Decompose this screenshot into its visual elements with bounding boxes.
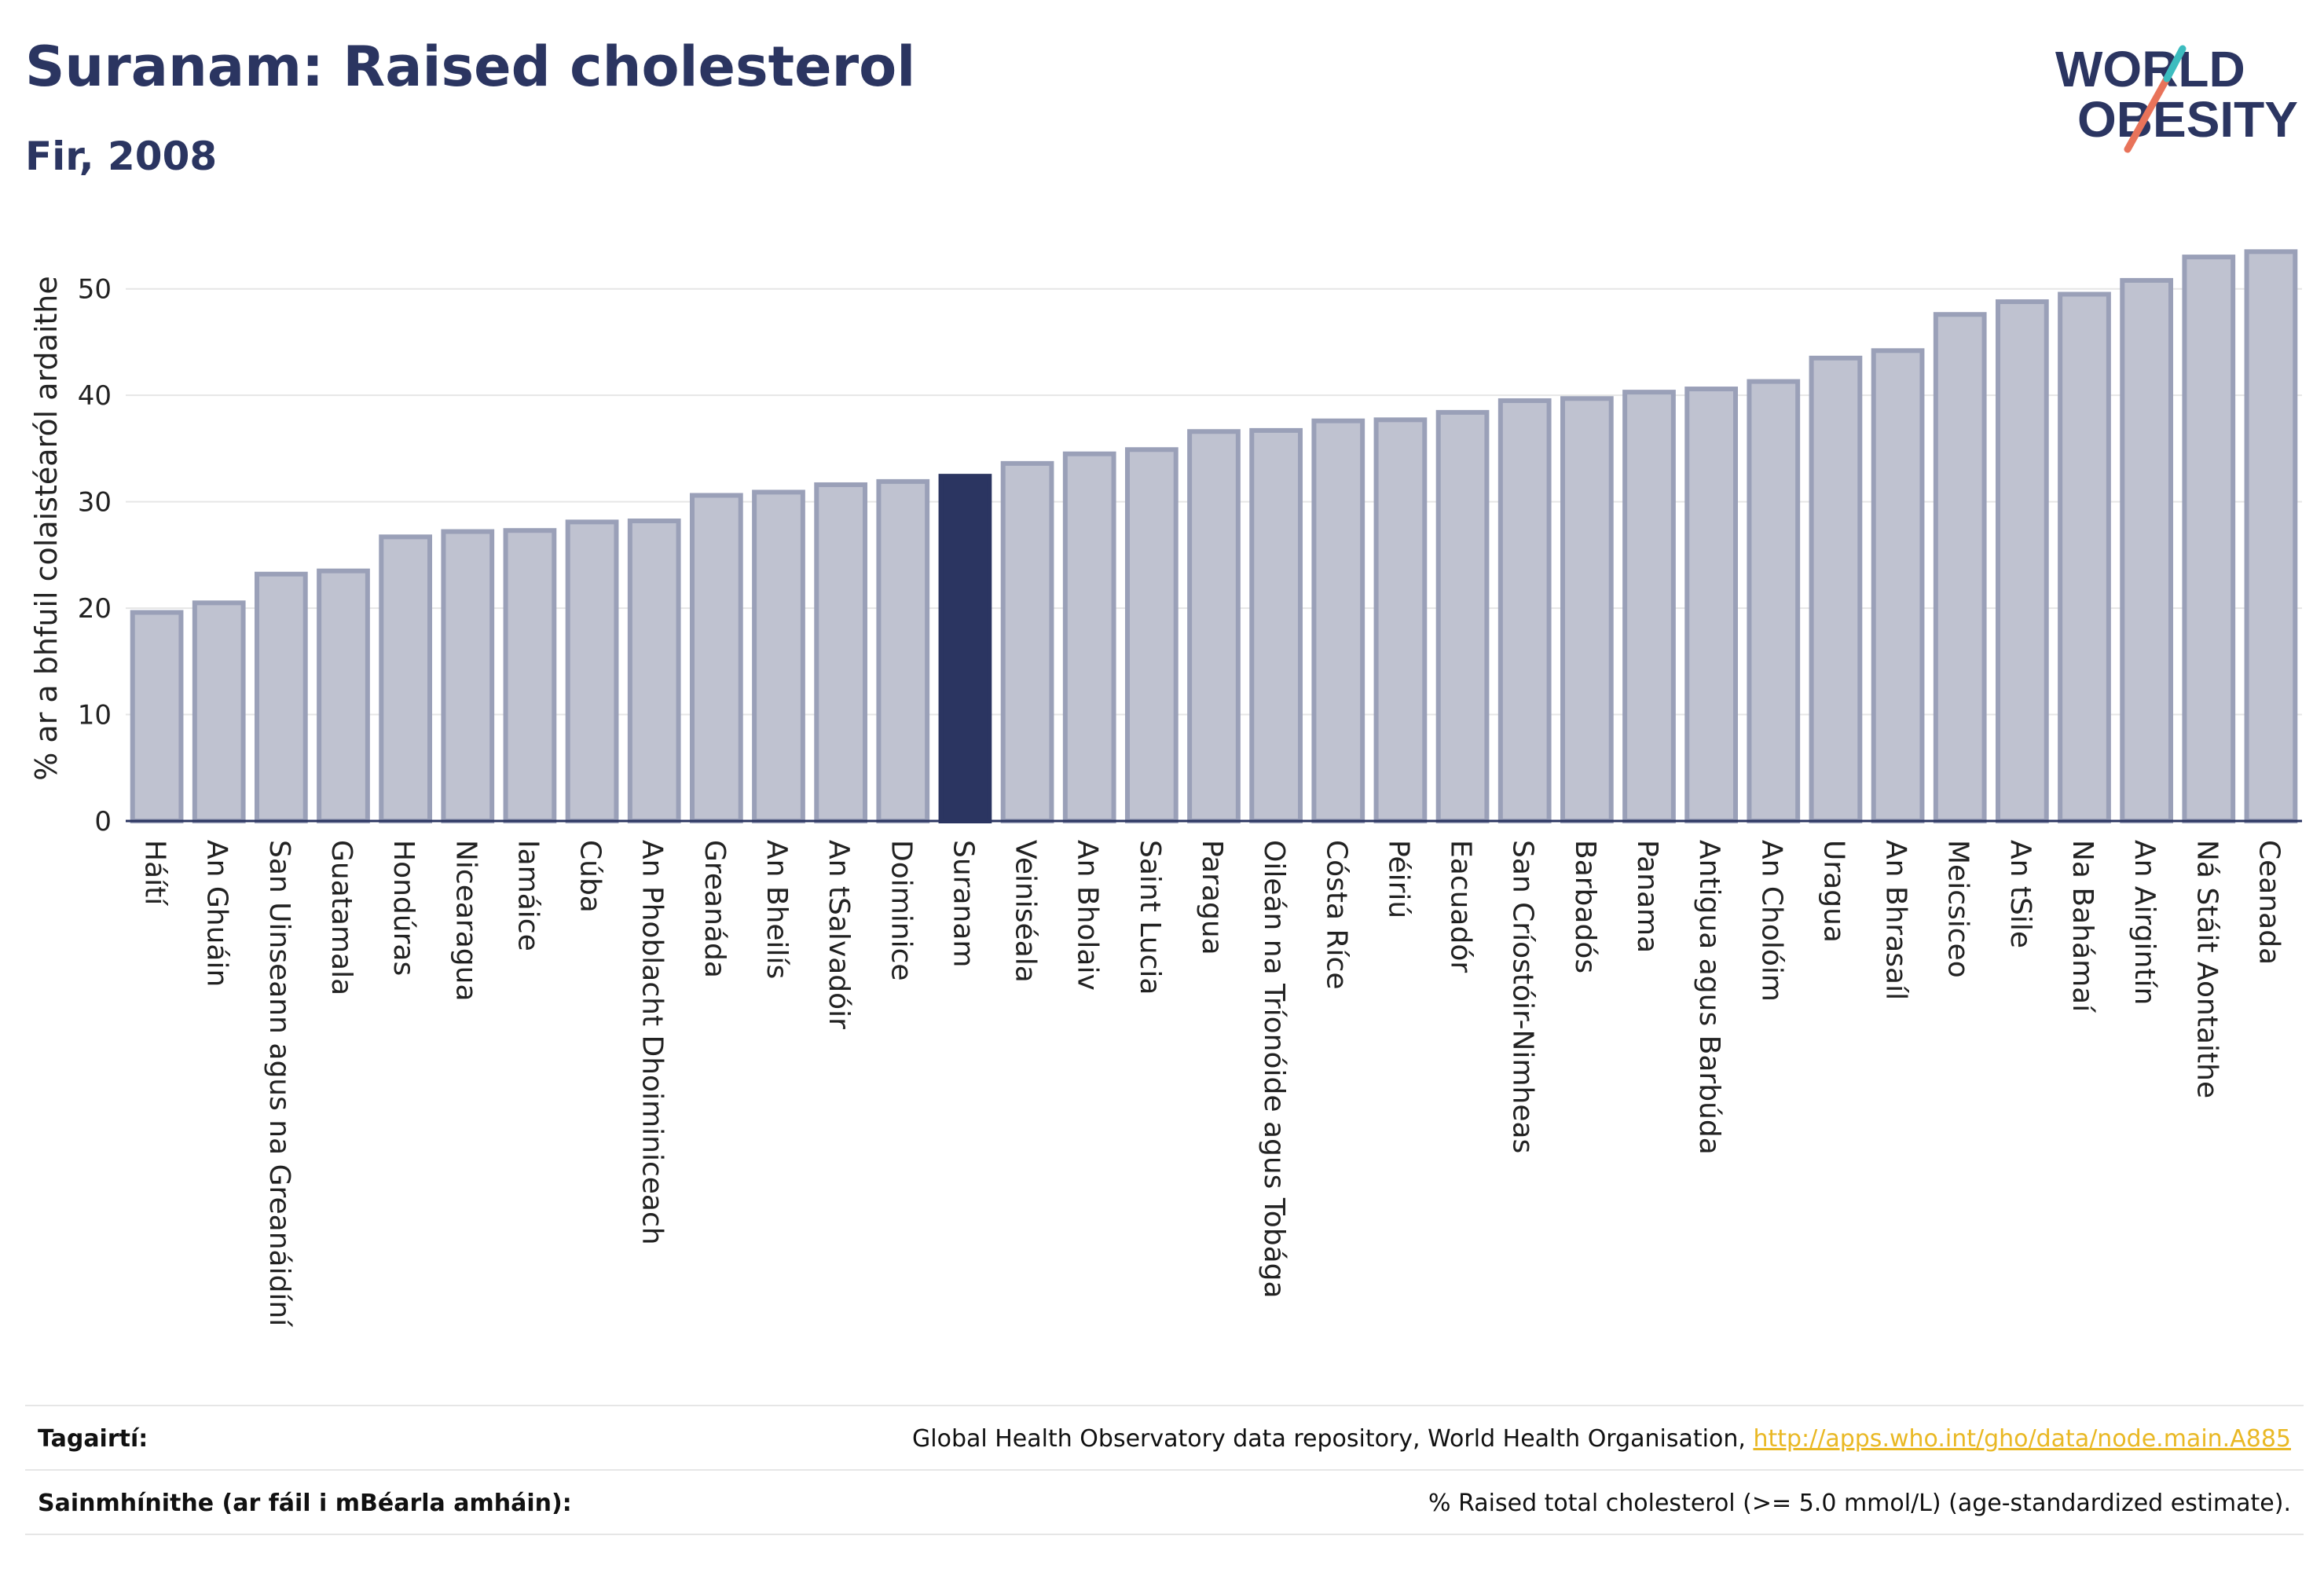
references-row: Tagairtí: Global Health Observatory data… — [25, 1425, 2304, 1457]
bar — [1311, 418, 1365, 823]
x-tick-label: Cúba — [574, 840, 607, 913]
logo-line2: OBESITY — [2077, 91, 2298, 148]
y-axis-label: % ar a bhfuil colaistéaról ardaithe — [29, 276, 64, 781]
bar-highlighted — [938, 474, 992, 823]
x-tick-label: Hondúras — [387, 840, 420, 976]
x-tick-label: An Bheilís — [761, 840, 793, 979]
x-tick-label: Péiriú — [1382, 840, 1414, 918]
y-tick-label: 40 — [78, 380, 112, 412]
chart-title: Suranam: Raised cholesterol — [25, 35, 916, 99]
bar — [379, 534, 433, 823]
bar — [1684, 387, 1739, 823]
bar — [689, 493, 743, 823]
bar — [2244, 249, 2298, 823]
bar — [2058, 291, 2111, 823]
footer-divider — [25, 1405, 2304, 1406]
bar — [192, 600, 246, 823]
bar — [627, 519, 681, 823]
bar-chart: 0 10 20 30 40 50 % ar a bhfuil colaistéaról ar… — [29, 249, 2302, 1327]
bar — [1373, 417, 1428, 823]
bar — [254, 571, 308, 824]
x-tick-label: Doiminice — [885, 840, 917, 981]
logo-line1: WORLD — [2055, 41, 2245, 97]
bar — [1435, 409, 1490, 823]
x-tick-label: Paragua — [1196, 840, 1228, 955]
bar — [1622, 390, 1676, 824]
y-tick-label: 30 — [78, 487, 112, 519]
x-tick-label: An tSile — [2004, 840, 2036, 948]
x-tick-label: An Phoblacht Dhoiminiceach — [636, 840, 669, 1245]
x-tick-label: An tSalvadóir — [823, 840, 855, 1029]
y-tick-label: 50 — [78, 274, 112, 306]
y-tick-label: 0 — [94, 806, 112, 837]
bar — [876, 478, 930, 824]
bar — [1062, 451, 1116, 823]
bar — [752, 489, 805, 823]
x-tick-label: Ná Stáit Aontaithe — [2190, 840, 2223, 1098]
bar — [1995, 299, 2049, 823]
bar — [130, 610, 184, 823]
x-tick-label: San Críostóir-Nimheas — [1507, 840, 1539, 1153]
bar — [1497, 398, 1552, 824]
bar — [1000, 460, 1054, 823]
bar — [1933, 312, 1987, 823]
x-tick-label: Guatamala — [325, 840, 357, 995]
references-label: Tagairtí: — [38, 1425, 148, 1453]
references-text: Global Health Observatory data repositor… — [912, 1425, 1754, 1453]
bar — [1249, 427, 1303, 824]
bar — [1871, 348, 1925, 824]
x-tick-label: Barbadós — [1569, 840, 1601, 973]
definitions-row: Sainmhínithe (ar fáil i mBéarla amháin):… — [25, 1490, 2304, 1521]
x-tick-label: Antigua agus Barbúda — [1693, 840, 1725, 1155]
x-tick-label: Háítí — [139, 840, 171, 906]
x-tick-label: Nicearagua — [449, 840, 482, 1002]
bar — [503, 528, 557, 824]
bar — [1124, 447, 1178, 823]
bar — [2120, 277, 2174, 823]
y-tick-label: 10 — [78, 700, 112, 731]
x-tick-label: Suranam — [947, 840, 979, 967]
x-tick-label: Iamáice — [511, 840, 544, 951]
bar — [1747, 379, 1801, 823]
x-tick-label: Uragua — [1817, 840, 1849, 943]
bar — [1187, 429, 1241, 824]
x-tick-label: Meicsiceo — [1942, 840, 1974, 978]
references-link[interactable]: http://apps.who.int/gho/data/node.main.A… — [1753, 1425, 2291, 1453]
chart-subtitle: Fir, 2008 — [25, 134, 218, 179]
x-tick-label: Saint Lucia — [1134, 840, 1166, 995]
references-value: Global Health Observatory data repositor… — [912, 1425, 2291, 1453]
x-tick-label: Veiniséala — [1010, 840, 1042, 983]
x-tick-label: Oileán na Tríonóide agus Tobága — [1258, 840, 1290, 1299]
bar — [814, 482, 868, 823]
world-obesity-logo: WORLD OBESITY — [2055, 41, 2298, 153]
x-tick-label: San Uinseann agus na Greanáidíní — [263, 840, 295, 1327]
bar — [565, 519, 619, 823]
bar — [1809, 355, 1863, 824]
x-tick-label: Greanáda — [698, 840, 731, 978]
x-tick-label: Panama — [1631, 840, 1663, 953]
x-tick-label: Cósta Ríce — [1320, 840, 1352, 990]
y-tick-label: 20 — [78, 593, 112, 625]
x-tick-label: Ceanada — [2253, 840, 2285, 965]
definitions-text: % Raised total cholesterol (>= 5.0 mmol/… — [1428, 1490, 2291, 1517]
x-tick-label: An Cholóim — [1755, 840, 1787, 1002]
definitions-label: Sainmhínithe (ar fáil i mBéarla amháin): — [38, 1490, 572, 1517]
footer-divider — [25, 1469, 2304, 1471]
x-tick-label: An Airgintín — [2128, 840, 2161, 1005]
x-tick-label: Na Bahámaí — [2066, 840, 2099, 1013]
x-tick-label: An Bhrasaíl — [1880, 840, 1912, 1000]
bar — [2182, 255, 2236, 824]
x-tick-label: An Ghuáin — [201, 840, 233, 987]
x-tick-label: An Bholaiv — [1072, 840, 1104, 991]
bar — [441, 529, 495, 824]
footer-divider — [25, 1534, 2304, 1535]
bar — [1560, 396, 1614, 823]
bar — [317, 568, 370, 823]
x-tick-label: Eacuadór — [1445, 840, 1477, 973]
